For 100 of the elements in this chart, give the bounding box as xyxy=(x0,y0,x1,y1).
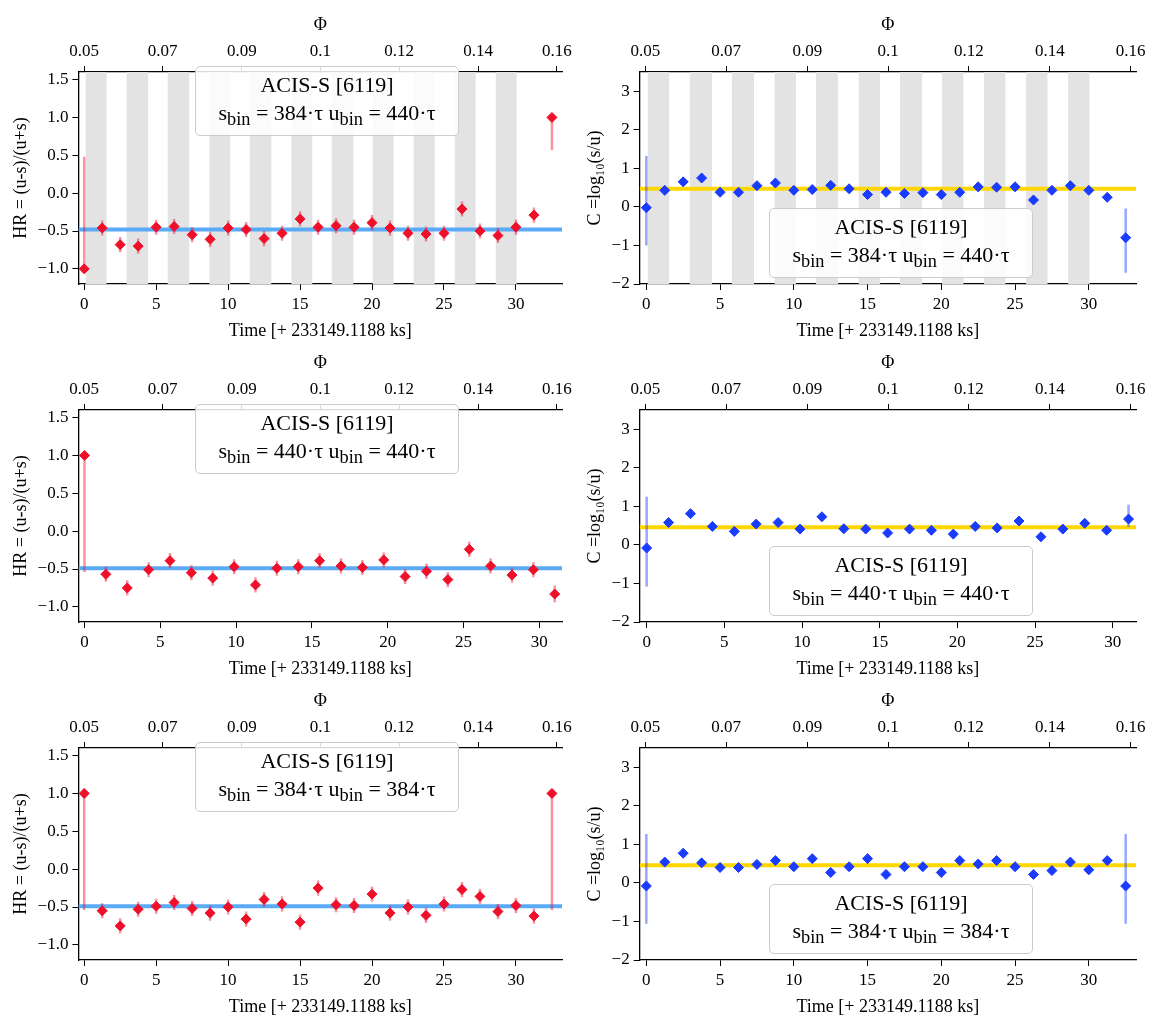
y-tick-label: 0.0 xyxy=(47,858,69,878)
x-tick-label: 0 xyxy=(79,969,89,989)
point xyxy=(222,901,234,913)
point xyxy=(384,907,396,919)
point xyxy=(204,233,216,245)
point xyxy=(954,186,966,198)
y-tick-label: −0.5 xyxy=(37,896,69,916)
point xyxy=(546,111,558,123)
y-tick-label: −1.0 xyxy=(37,258,69,278)
point xyxy=(204,907,216,919)
point xyxy=(696,172,708,184)
point xyxy=(1064,180,1076,192)
x-tick-label: 25 xyxy=(435,293,453,313)
point xyxy=(728,525,740,537)
point xyxy=(510,899,522,911)
x-tick-label: 30 xyxy=(507,969,525,989)
point xyxy=(366,217,378,229)
point xyxy=(456,203,468,215)
x2-tick-label: 0.09 xyxy=(226,379,257,399)
x2-tick-label: 0.05 xyxy=(69,41,99,61)
y-tick-label: 1.5 xyxy=(47,745,69,765)
annotation: ACIS-S [6119] xyxy=(833,213,969,241)
point xyxy=(1120,232,1132,244)
point xyxy=(816,511,828,523)
point xyxy=(677,847,689,859)
point xyxy=(492,906,504,918)
point xyxy=(640,202,652,214)
y-axis-title: HR = (u-s)/(u+s) xyxy=(9,455,31,577)
x2-tick-label: 0.07 xyxy=(711,41,742,61)
point xyxy=(79,449,90,461)
x-tick-label: 25 xyxy=(1006,969,1024,989)
point xyxy=(880,186,892,198)
y-tick-label: 0.0 xyxy=(47,182,69,202)
point xyxy=(806,184,818,196)
point xyxy=(991,855,1003,867)
y-tick-label: −0.5 xyxy=(37,558,69,578)
y-tick-label: 0.5 xyxy=(47,482,69,502)
x-tick-label: 0 xyxy=(642,293,651,313)
x2-tick-label: 0.16 xyxy=(541,717,572,737)
x2-tick-label: 0.05 xyxy=(630,717,661,737)
y-axis-title: C =log₁₀(s/u) xyxy=(583,468,605,564)
annotation: ACIS-S [6119] xyxy=(259,747,395,775)
point xyxy=(528,209,540,221)
x2-axis-title: Φ xyxy=(313,689,327,710)
point xyxy=(143,564,155,576)
x-tick-label: 10 xyxy=(219,969,237,989)
point xyxy=(640,880,652,892)
point xyxy=(696,857,708,869)
x2-tick-label: 0.05 xyxy=(69,379,99,399)
y-axis-title: C =log₁₀(s/u) xyxy=(583,806,605,902)
x2-tick-label: 0.09 xyxy=(226,41,257,61)
y-tick-label: 3 xyxy=(621,756,630,776)
point xyxy=(356,561,368,573)
x2-tick-label: 0.09 xyxy=(226,717,257,737)
y-tick-label: 0.5 xyxy=(47,144,69,164)
x-tick-label: 5 xyxy=(151,293,161,313)
point xyxy=(969,520,981,532)
point xyxy=(510,221,522,233)
x-tick-label: 5 xyxy=(715,969,725,989)
x-tick-label: 0 xyxy=(80,631,89,651)
point xyxy=(96,222,108,234)
point xyxy=(1123,513,1135,525)
point xyxy=(1101,524,1113,536)
annotation: s$_{bin}$ = 384·τ u$_{bin}$ = 440·τ xyxy=(218,98,436,131)
x-tick-label: 15 xyxy=(859,293,877,313)
point xyxy=(788,184,800,196)
point xyxy=(706,520,718,532)
x-tick-label: 30 xyxy=(530,631,548,651)
x-tick-label: 25 xyxy=(1026,631,1044,651)
point xyxy=(78,787,90,799)
point xyxy=(659,184,671,196)
point xyxy=(733,186,745,198)
point xyxy=(1027,868,1039,880)
point xyxy=(1046,865,1058,877)
x-tick-label: 10 xyxy=(219,293,237,313)
point xyxy=(438,227,450,239)
point xyxy=(168,220,180,232)
x2-tick-label: 0.12 xyxy=(384,717,414,737)
point xyxy=(947,528,959,540)
point xyxy=(641,542,653,554)
y-axis-title: HR = (u-s)/(u+s) xyxy=(9,117,31,239)
x-tick-label: 5 xyxy=(715,293,725,313)
y-tick-label: −2 xyxy=(611,611,630,631)
x-tick-label: 20 xyxy=(948,631,966,651)
x2-tick-label: 0.14 xyxy=(463,379,494,399)
point xyxy=(1027,194,1039,206)
point xyxy=(751,180,763,192)
point xyxy=(1046,184,1058,196)
y-tick-label: 2 xyxy=(621,795,630,815)
x-tick-label: 0 xyxy=(642,631,651,651)
point xyxy=(769,177,781,189)
point xyxy=(150,900,162,912)
x-tick-label: 10 xyxy=(785,293,803,313)
y-tick-label: −2 xyxy=(611,949,630,969)
point xyxy=(527,564,539,576)
point xyxy=(663,517,675,529)
point xyxy=(399,571,411,583)
point xyxy=(335,560,347,572)
y-tick-label: 1.0 xyxy=(47,106,69,126)
point xyxy=(330,899,342,911)
